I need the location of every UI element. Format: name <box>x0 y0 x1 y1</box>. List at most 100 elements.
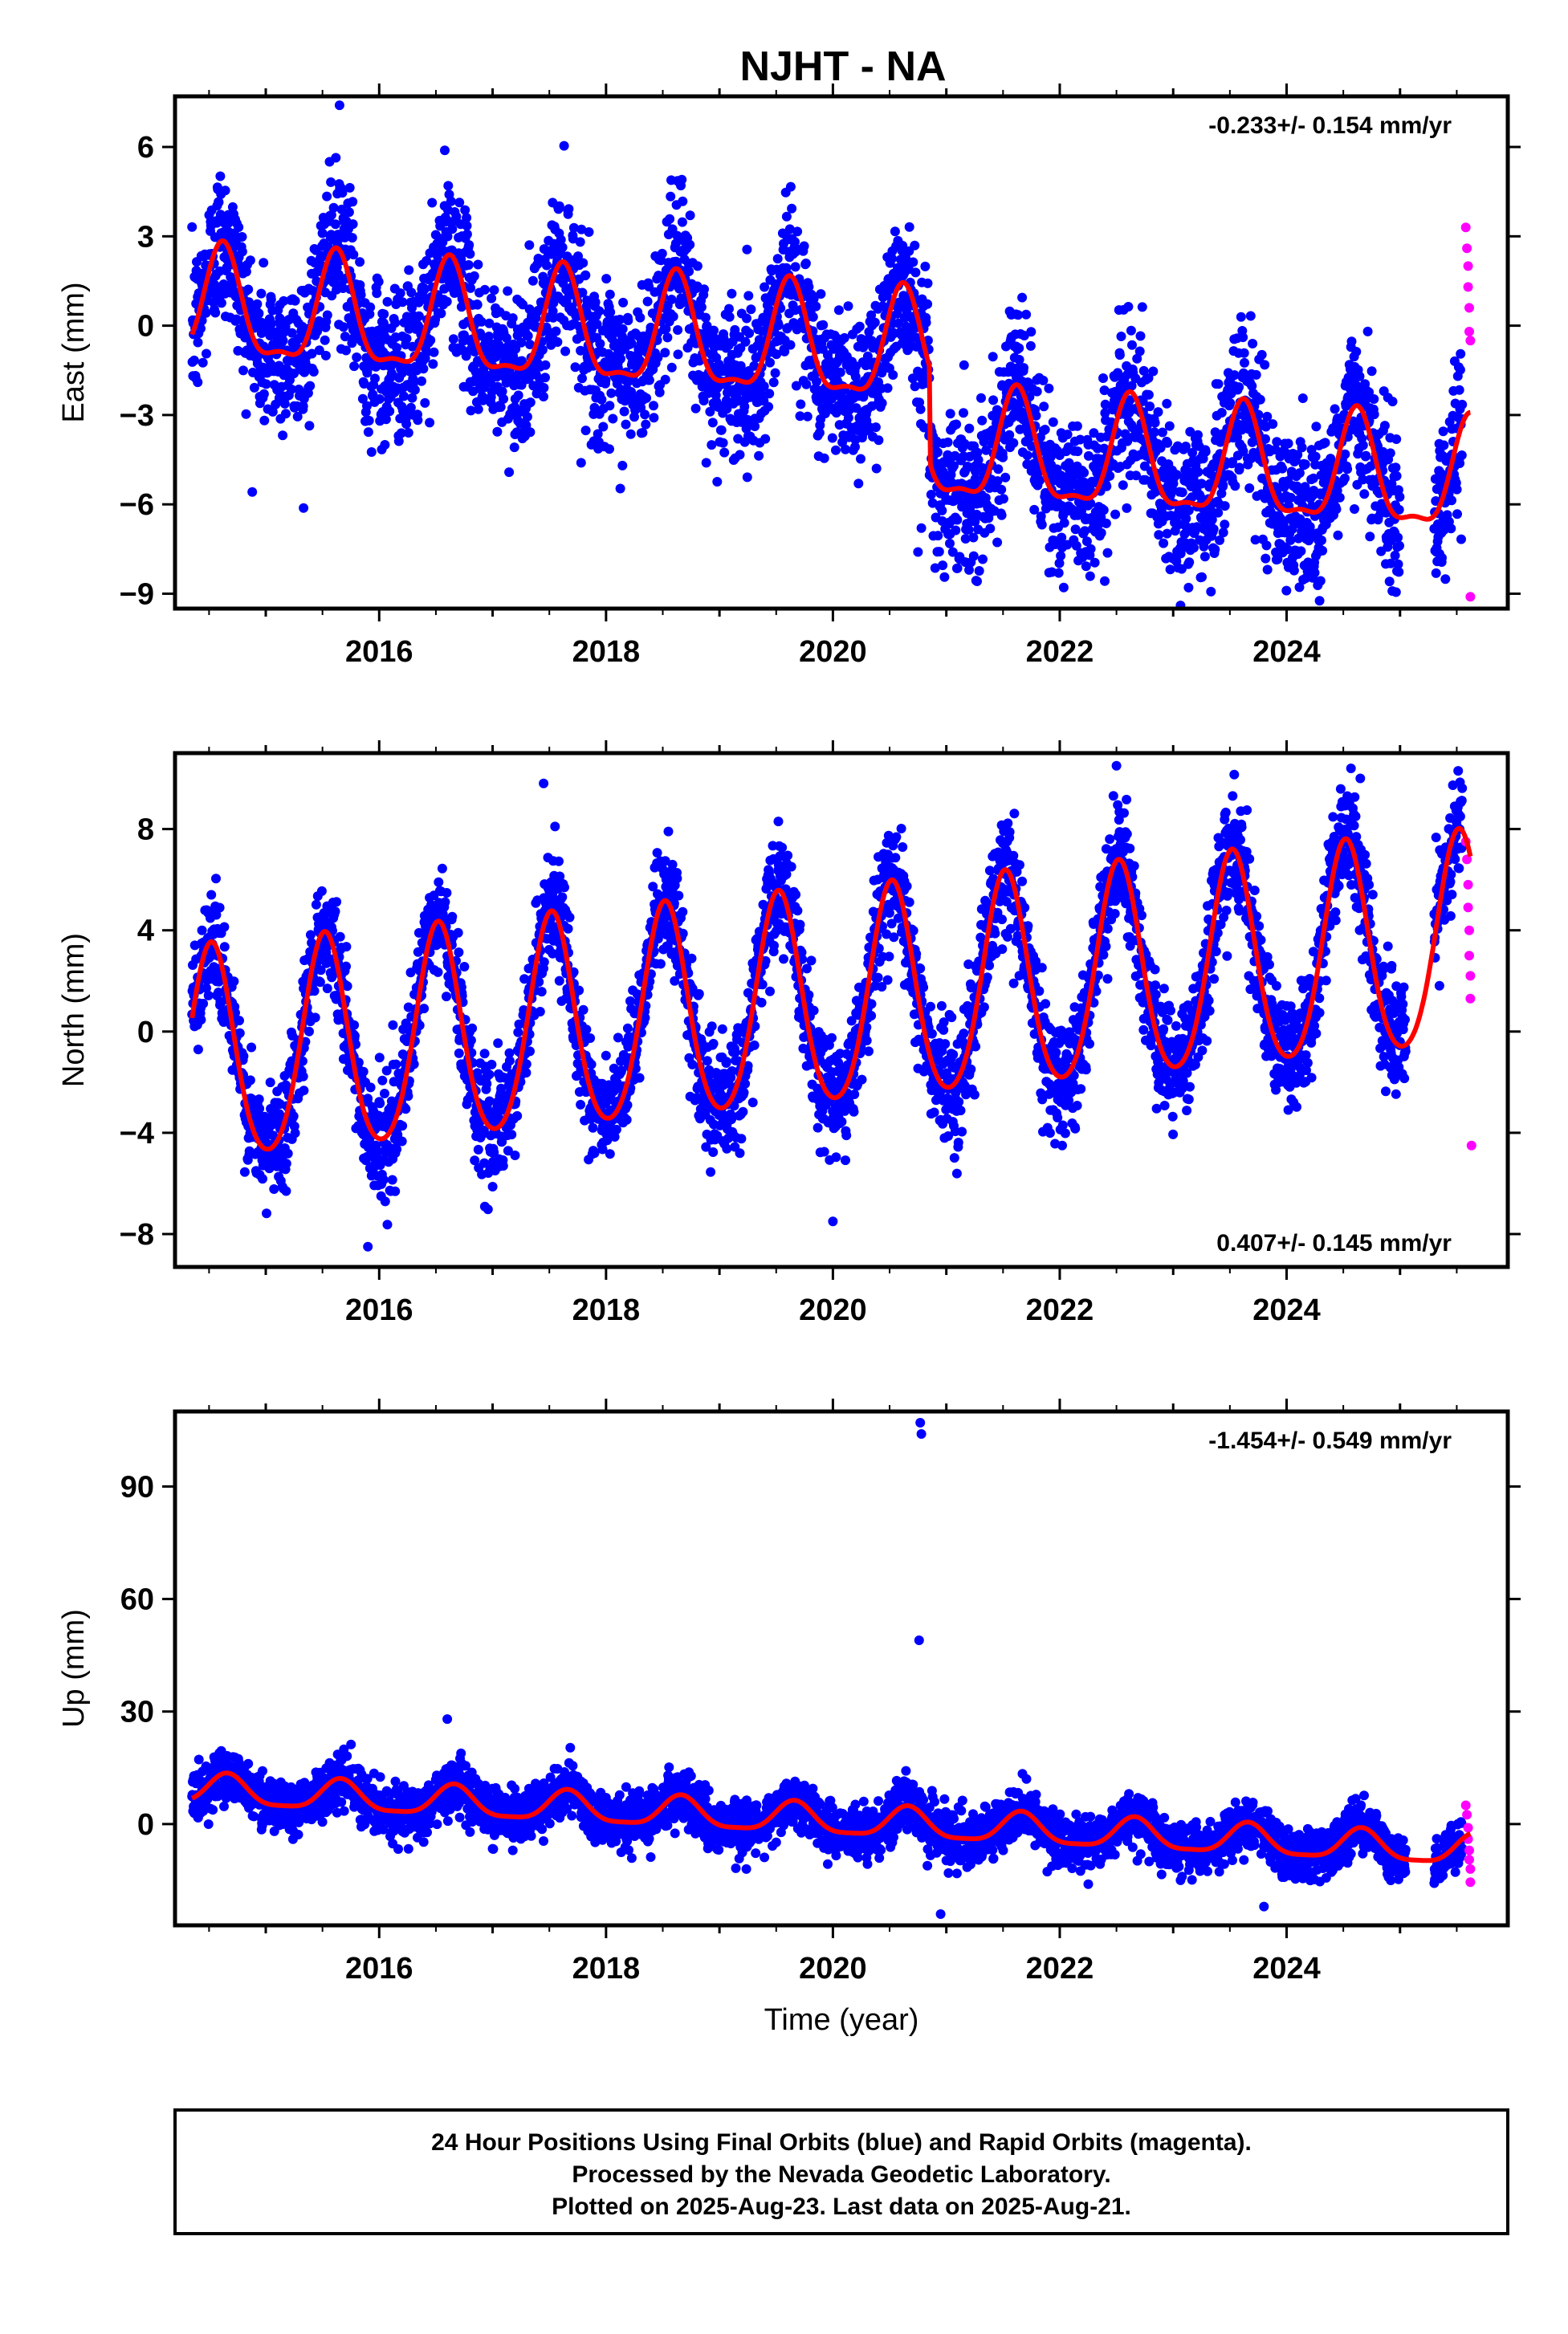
final-orbit-point <box>403 428 413 438</box>
final-orbit-point <box>1145 401 1155 412</box>
final-orbit-point <box>454 1048 464 1058</box>
final-orbit-point <box>341 942 352 952</box>
final-orbit-point <box>930 563 940 573</box>
final-orbit-point <box>1159 538 1169 548</box>
final-orbit-point <box>972 576 982 586</box>
rate-label-east: -0.233+/- 0.154 mm/yr <box>1208 112 1452 139</box>
final-orbit-point <box>422 255 432 266</box>
final-orbit-point <box>1102 481 1112 491</box>
final-orbit-point <box>641 393 652 403</box>
final-orbit-point <box>871 463 882 474</box>
final-orbit-point <box>518 299 528 310</box>
final-orbit-point <box>491 352 502 362</box>
final-orbit-point <box>288 1111 299 1122</box>
final-orbit-point <box>1199 552 1210 562</box>
final-orbit-point <box>390 318 401 328</box>
final-orbit-point <box>314 316 324 326</box>
final-orbit-point <box>1300 459 1310 470</box>
final-orbit-point <box>605 289 615 299</box>
final-orbit-point <box>1320 438 1330 448</box>
final-orbit-point <box>464 240 474 251</box>
final-orbit-point <box>443 181 454 191</box>
final-orbit-point <box>314 345 324 356</box>
final-orbit-point <box>608 413 618 424</box>
final-orbit-point <box>637 428 648 438</box>
final-orbit-point <box>1245 311 1256 321</box>
final-orbit-point <box>897 330 906 340</box>
final-orbit-point <box>476 331 487 341</box>
final-orbit-point <box>254 1094 264 1105</box>
final-orbit-point <box>890 226 900 237</box>
final-orbit-point <box>666 362 677 373</box>
final-orbit-point <box>623 316 633 326</box>
final-orbit-point <box>1164 421 1175 431</box>
final-orbit-point <box>665 214 675 224</box>
final-orbit-point <box>503 286 513 296</box>
final-orbit-point <box>952 515 963 525</box>
final-orbit-point <box>660 374 670 385</box>
final-orbit-point <box>973 454 984 465</box>
final-orbit-point <box>1390 550 1400 560</box>
final-orbit-point <box>988 395 999 405</box>
final-orbit-point <box>1122 503 1132 513</box>
final-orbit-point <box>707 418 718 428</box>
final-orbit-point <box>799 241 809 251</box>
final-orbit-point <box>1098 373 1108 383</box>
final-orbit-point <box>618 297 629 308</box>
final-orbit-point <box>617 332 627 341</box>
final-orbit-point <box>1183 582 1194 593</box>
final-orbit-point <box>541 260 552 271</box>
final-orbit-point <box>1289 565 1299 576</box>
final-orbit-point <box>760 434 771 444</box>
final-orbit-point <box>453 927 463 938</box>
final-orbit-point <box>1244 483 1255 493</box>
final-orbit-point <box>214 902 225 913</box>
final-orbit-point <box>964 423 975 434</box>
final-orbit-point <box>1251 369 1261 380</box>
final-orbit-point <box>237 246 247 257</box>
final-orbit-point <box>593 429 603 439</box>
final-orbit-point <box>740 336 751 347</box>
final-orbit-point <box>1387 397 1398 407</box>
final-orbit-point <box>882 383 893 393</box>
final-orbit-point <box>1134 346 1145 356</box>
final-orbit-point <box>1123 302 1134 312</box>
rapid-orbit-point <box>1462 243 1472 254</box>
final-orbit-point <box>487 1182 498 1191</box>
final-orbit-point <box>287 384 296 394</box>
final-orbit-point <box>365 302 376 312</box>
final-orbit-point <box>281 1186 291 1196</box>
final-orbit-point <box>698 396 709 405</box>
final-orbit-point <box>1310 451 1321 462</box>
final-orbit-point <box>764 401 774 412</box>
final-orbit-point <box>525 427 536 438</box>
final-orbit-point <box>522 412 532 422</box>
final-orbit-point <box>390 1186 401 1196</box>
final-orbit-point <box>396 428 406 438</box>
final-orbit-point <box>1379 421 1390 431</box>
final-orbit-point <box>469 271 479 281</box>
final-orbit-point <box>375 1098 385 1109</box>
final-orbit-point <box>702 320 712 331</box>
final-orbit-point <box>814 428 825 438</box>
final-orbit-point <box>640 409 650 420</box>
final-orbit-point <box>241 409 251 419</box>
final-orbit-point <box>649 401 658 411</box>
final-orbit-point <box>992 537 1003 548</box>
final-orbit-point <box>259 415 270 426</box>
final-orbit-point <box>473 1144 483 1155</box>
final-orbit-point <box>1000 472 1011 483</box>
final-orbit-point <box>1234 462 1244 473</box>
final-orbit-point <box>792 226 803 237</box>
final-orbit-point <box>466 283 476 293</box>
final-orbit-point <box>440 897 450 907</box>
final-orbit-point <box>448 334 458 344</box>
final-orbit-point <box>279 398 290 409</box>
final-orbit-point <box>575 237 585 247</box>
final-orbit-point <box>551 326 561 336</box>
final-orbit-point <box>1072 421 1082 431</box>
final-orbit-point <box>1153 407 1163 418</box>
final-orbit-point <box>462 221 472 231</box>
